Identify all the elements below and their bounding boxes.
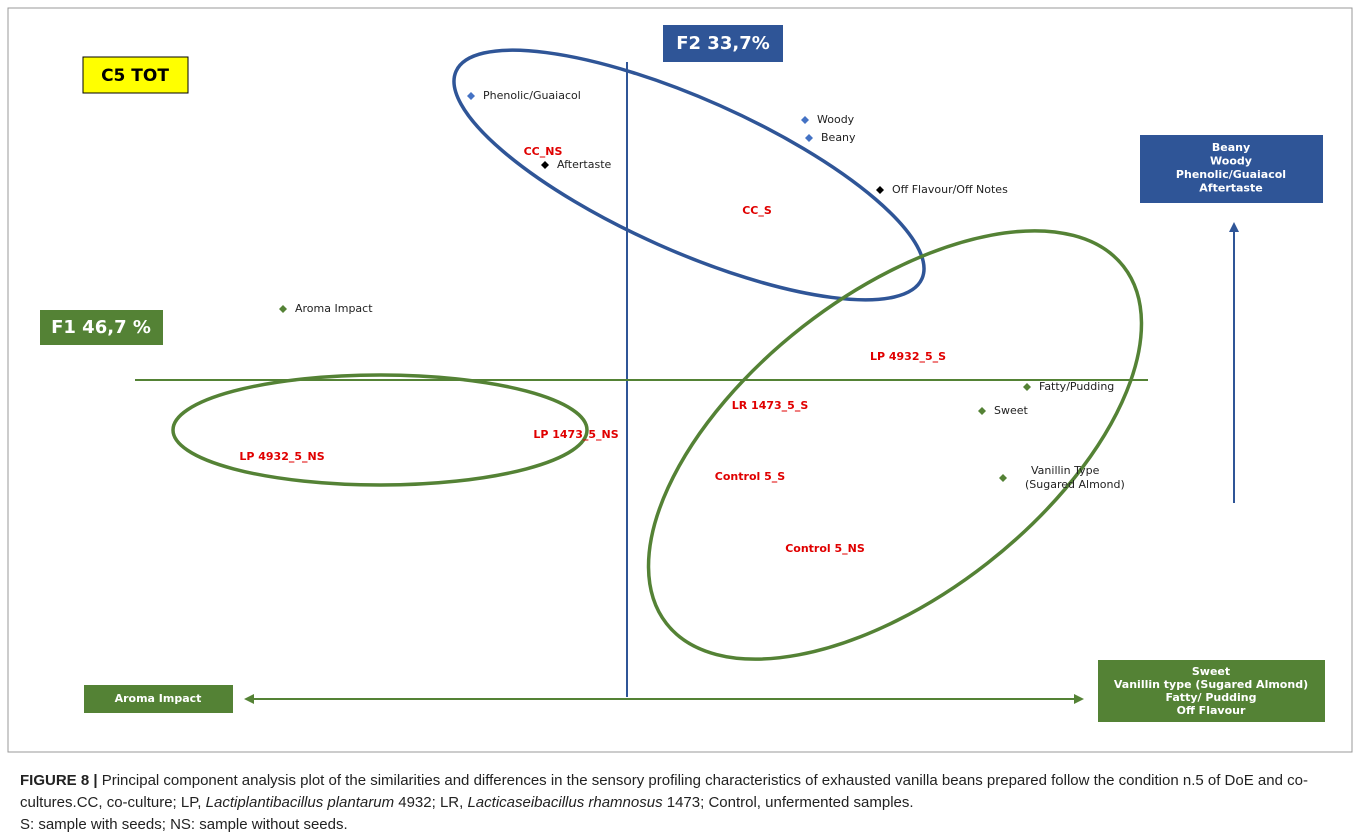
top-box [1140,135,1323,203]
tag: C5 TOT [101,66,169,86]
sample-label: CC_NS [524,145,563,158]
point-label: Beany [821,131,856,144]
marker [279,305,287,313]
caption-text: 4932; LR, [394,794,468,811]
sample-label: Control 5_S [715,470,785,483]
top-box-text: Aftertaste [1199,182,1262,195]
f2-box [663,25,783,62]
top-box-text: Phenolic/Guaiacol [1176,168,1286,181]
top-box-text: Woody [1210,155,1252,168]
figure: C5 TOT F2 33,7% F1 46,7 % Aroma Impact P… [7,7,1353,753]
sample-label: CC_S [742,204,772,217]
right-box-text: Vanillin type (Sugared Almond) [1114,678,1308,691]
sample-label: LP 1473_5_NS [533,428,618,441]
caption-text: Principal component analysis plot of the… [20,772,1308,811]
point-label: Off Flavour/Off Notes [892,183,1008,196]
right-box-text: Sweet [1192,665,1230,678]
marker [1023,383,1031,391]
left-box [84,685,233,713]
marker [467,92,475,100]
cluster-ellipse [171,373,589,487]
f1-box [40,310,163,345]
right-box [1098,660,1325,722]
marker [801,116,809,124]
point-label: Fatty/Pudding [1039,380,1114,393]
frame [7,7,1353,753]
cluster-ellipse [452,48,926,302]
marker [876,186,884,194]
sample-label: LR 1473_5_S [732,399,809,412]
caption-text: S: sample with seeds; NS: sample without… [20,816,348,833]
caption-label: FIGURE 8 | [20,772,98,789]
marker [978,407,986,415]
marker [999,474,1007,482]
point-label: Woody [817,113,855,126]
point-label: Phenolic/Guaiacol [483,89,581,102]
arrow-head [1229,222,1239,232]
top-box-text: Beany [1212,141,1250,154]
sample-label: Control 5_NS [785,542,865,555]
caption-text: Lactiplantibacillus plantarum [205,794,395,811]
caption-text: Lacticaseibacillus rhamnosus [467,794,663,811]
f1-label: F1 46,7 % [51,317,151,338]
point-label: Vanillin Type [1031,464,1100,477]
point-label: Aftertaste [557,158,612,171]
left-box-text: Aroma Impact [115,692,202,705]
point-label: Sweet [994,404,1029,417]
caption: FIGURE 8 | Principal component analysis … [20,770,1350,836]
cluster-ellipse [646,229,1144,661]
tag-box [82,56,189,94]
right-box-text: Fatty/ Pudding [1166,691,1257,704]
marker [541,161,549,169]
f2-label: F2 33,7% [676,33,770,54]
right-box-text: Off Flavour [1177,704,1246,717]
sample-label: LP 4932_5_NS [239,450,324,463]
marker [805,134,813,142]
caption-text: 1473; Control, unfermented samples. [662,794,914,811]
point-label: Aroma Impact [295,302,373,315]
point-label: (Sugared Almond) [1025,478,1125,491]
sample-label: LP 4932_5_S [870,350,946,363]
